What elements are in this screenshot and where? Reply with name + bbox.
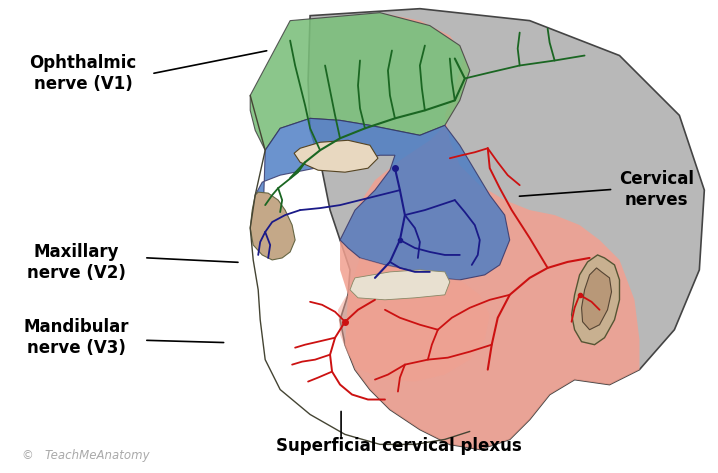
Polygon shape: [338, 258, 490, 382]
Text: Cervical
nerves: Cervical nerves: [619, 170, 694, 209]
Polygon shape: [582, 268, 612, 330]
Polygon shape: [250, 192, 295, 260]
Polygon shape: [310, 13, 640, 449]
Text: Superficial cervical plexus: Superficial cervical plexus: [276, 438, 521, 455]
Polygon shape: [308, 9, 704, 449]
Polygon shape: [294, 140, 378, 172]
Text: Ophthalmic
nerve (V1): Ophthalmic nerve (V1): [29, 54, 136, 93]
Polygon shape: [572, 255, 620, 345]
Text: Mandibular
nerve (V3): Mandibular nerve (V3): [23, 318, 129, 357]
Polygon shape: [350, 270, 449, 300]
Text: ©   TeachMeAnatomy: © TeachMeAnatomy: [22, 449, 150, 462]
Polygon shape: [250, 13, 470, 150]
Text: Maxillary
nerve (V2): Maxillary nerve (V2): [27, 243, 126, 282]
Polygon shape: [255, 118, 510, 280]
